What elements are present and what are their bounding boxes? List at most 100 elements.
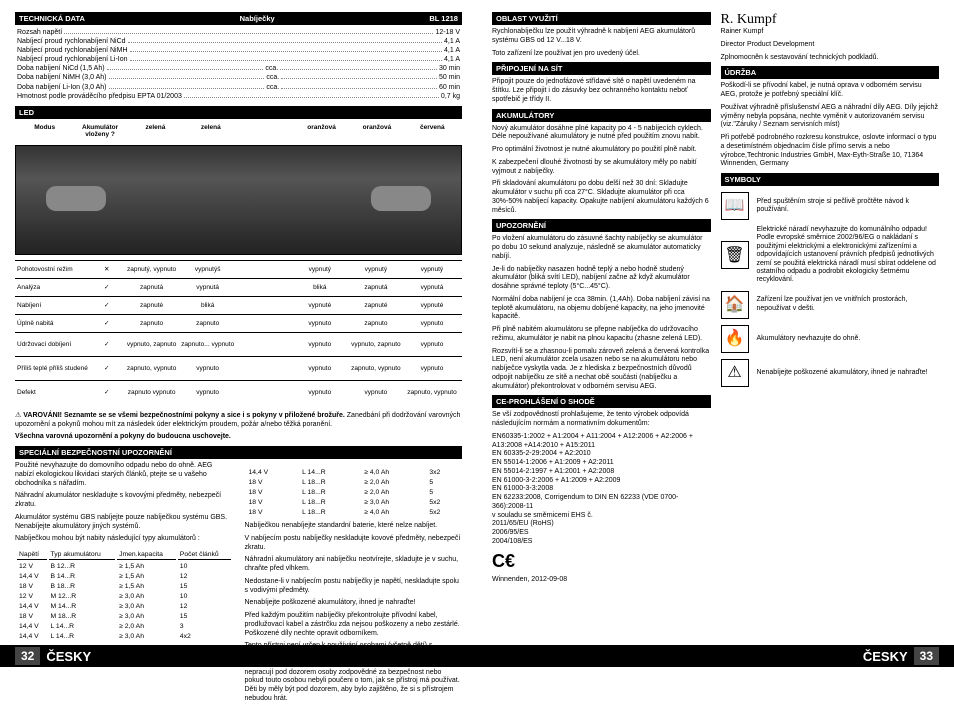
symbol-row: 📖 Před spuštěním stroje si pečlivě pročtě… — [721, 192, 940, 220]
oblast-paras: Rychlonabíječku lze použít výhradně k na… — [492, 28, 711, 58]
paragraph: Před každým použitím nabíječky překontro… — [245, 612, 463, 638]
paragraph: Po vložení akumulátoru do zásuvné šachty… — [492, 235, 711, 261]
paragraph: Při plně nabitém akumulátoru se přepne n… — [492, 326, 711, 344]
table-row: 14,4 VL 14...R≥ 4,0 Ah3x2 — [247, 468, 461, 476]
sig-name: Rainer Kumpf — [721, 28, 940, 37]
symbol-icon: 🗑 — [721, 241, 749, 269]
spec-row: Hmotnost podle prováděcího předpisu EPTA… — [15, 92, 462, 101]
sig-sub: Zplnomocněn k sestavování technických po… — [721, 54, 940, 63]
table-row: 18 VL 18...R≥ 3,0 Ah5x2 — [247, 498, 461, 506]
oblast-header: OBLAST VYUŽITÍ — [492, 12, 711, 25]
tech-data-header: TECHNICKÁ DATA Nabíječky BL 1218 — [15, 12, 462, 25]
symbol-text: Nenabíjejte poškozené akumulátory, ihned… — [757, 369, 928, 377]
symbol-icon: 🏠 — [721, 291, 749, 319]
paragraph: Rozsvítí-li se a zhasnou-li pomalu zárov… — [492, 348, 711, 392]
battery-table-2: 14,4 VL 14...R≥ 4,0 Ah3x2 18 VL 18...R≥ 2… — [245, 466, 463, 518]
signature: R. Kumpf — [721, 12, 940, 28]
led-row: Analýza✓zapnutávypnutáblikázapnutávypnut… — [15, 278, 462, 296]
led-row: Defekt✓zapnuto vypnutovypnutovypnutovypn… — [15, 380, 462, 404]
model-label: BL 1218 — [429, 14, 458, 23]
warning-icon: ⚠ — [15, 412, 21, 419]
ce-mark: C€ — [492, 551, 711, 572]
spec-list: Rozsah napětí12-18 VNabíjecí proud rychl… — [15, 28, 462, 101]
table-row: 18 VL 18...R≥ 2,0 Ah5 — [247, 488, 461, 496]
paragraph: Rychlonabíječku lze použít výhradně k na… — [492, 28, 711, 46]
ce-header: CE-PROHLÁŠENÍ O SHODĚ — [492, 395, 711, 408]
table-row: 14,4 VM 14...R≥ 3,0 Ah12 — [17, 602, 231, 610]
page-left: TECHNICKÁ DATA Nabíječky BL 1218 Rozsah … — [0, 0, 477, 677]
charger-label: Nabíječky — [240, 14, 275, 23]
paragraph: Při skladování akumulátoru po dobu delší… — [492, 180, 711, 215]
right-col-2: R. Kumpf Rainer Kumpf Director Product D… — [721, 12, 940, 588]
symbol-icon: 📖 — [721, 192, 749, 220]
paragraph: Normální doba nabíjení je cca 38min. (1,… — [492, 296, 711, 322]
ce-intro: Se vší zodpovědností prohlašujeme, že te… — [492, 411, 711, 429]
symbol-row: 🏠 Zařízení lze používat jen ve vnitřních … — [721, 291, 940, 319]
spec-row: Doba nabíjení Li-Ion (3,0 Ah)cca.60 min — [15, 83, 462, 92]
table-row: 12 VM 12...R≥ 3,0 Ah10 — [17, 592, 231, 600]
paragraph: Nabíječkou nenabíjejte standardní bateri… — [245, 522, 463, 531]
left-columns: Použité nevyhazujte do domovního odpadu … — [15, 462, 462, 708]
spec-row: Nabíjecí proud rychlonabíjení NiCd4,1 A — [15, 37, 462, 46]
safety-paragraphs: Použité nevyhazujte do domovního odpadu … — [15, 462, 233, 544]
lang-right: ČESKY — [863, 649, 908, 664]
led-row: Nabíjení✓zapnutéblikávypnutézapnutévypnu… — [15, 296, 462, 314]
symbol-row: 🗑 Elektrické náradí nevyhazujte do komuná… — [721, 226, 940, 285]
spec-row: Rozsah napětí12-18 V — [15, 28, 462, 37]
symbol-row: ⚠ Nenabíjejte poškozené akumulátory, ihne… — [721, 359, 940, 387]
warning-block: ⚠ VAROVÁNI! Seznamte se se všemi bezpečn… — [15, 412, 462, 430]
left-col-2: 14,4 VL 14...R≥ 4,0 Ah3x2 18 VL 18...R≥ 2… — [245, 462, 463, 708]
paragraph: Náhradní akumulátor neskladujte s kovový… — [15, 492, 233, 510]
spec-row: Nabíjecí proud rychlonabíjení Li-Ion4,1 … — [15, 55, 462, 64]
paragraph: Náhradní akumulátory ani nabíječku neotv… — [245, 556, 463, 574]
spec-row: Doba nabíjení NiMH (3,0 Ah)cca.50 min — [15, 73, 462, 82]
paragraph: Pro optimální životnost je nutné akumulá… — [492, 146, 711, 155]
col2-paragraphs: Nabíječkou nenabíjejte standardní bateri… — [245, 522, 463, 704]
symbol-icon: 🔥 — [721, 325, 749, 353]
ce-norms: EN60335-1:2002 + A1:2004 + A11:2004 + A1… — [492, 433, 711, 547]
battery-table-1: NapětíTyp akumulátoruJmen.kapacitaPočet … — [15, 548, 233, 642]
symbol-text: Zařízení lze používat jen ve vnitřních p… — [757, 296, 940, 313]
safety-header: SPECIÁLNÍ BEZPEČNOSTNÍ UPOZORNĚNÍ — [15, 446, 462, 459]
udrzba-header: ÚDRŽBA — [721, 66, 940, 79]
paragraph: Je-li do nabíječky nasazen hodně teplý a… — [492, 266, 711, 292]
table-row: 18 VB 18...R≥ 1,5 Ah15 — [17, 582, 231, 590]
sig-title: Director Product Development — [721, 41, 940, 50]
led-row: Úplně nabitá✓zapnutozapnutovypnutozapnut… — [15, 314, 462, 332]
paragraph: Nabíječkou mohou být nabity následující … — [15, 535, 233, 544]
table-row: 18 VL 18...R≥ 4,0 Ah5x2 — [247, 508, 461, 516]
footer-right: ČESKY 33 — [477, 645, 954, 667]
table-row: 18 VM 18...R≥ 3,0 Ah15 — [17, 612, 231, 620]
paragraph: V nabíjecím postu nabíječky neskladujte … — [245, 535, 463, 553]
paragraph: Používat výhradně příslušenství AEG a ná… — [721, 104, 940, 130]
table-row: 14,4 VL 14...R≥ 3,0 Ah4x2 — [17, 632, 231, 640]
led-table-header: ModusAkumulátor vloženy ?zelenázelenáora… — [15, 122, 462, 140]
left-col-1: Použité nevyhazujte do domovního odpadu … — [15, 462, 233, 708]
symbol-icon: ⚠ — [721, 359, 749, 387]
page-right: OBLAST VYUŽITÍ Rychlonabíječku lze použí… — [477, 0, 954, 677]
symbol-text: Akumulátory nevhazujte do ohně. — [757, 335, 861, 343]
paragraph: Připojit pouze do jednofázové střídavé s… — [492, 78, 711, 104]
page-num-left: 32 — [15, 647, 40, 665]
symboly-header: SYMBOLY — [721, 173, 940, 186]
tech-label: TECHNICKÁ DATA — [19, 14, 85, 23]
paragraph: Nedostane-li v nabíjecím postu nabíječky… — [245, 578, 463, 596]
paragraph: Při potřebě podrobného rozkresu konstruk… — [721, 134, 940, 169]
led-row: Pohotovostní režim✕zapnutý, vypnutovypnu… — [15, 260, 462, 278]
table-row: 18 VL 18...R≥ 2,0 Ah5 — [247, 478, 461, 486]
symbol-text: Před spuštěním stroje si pečlivě pročtět… — [757, 198, 940, 215]
led-table: Pohotovostní režim✕zapnutý, vypnutovypnu… — [15, 260, 462, 404]
right-col-1: OBLAST VYUŽITÍ Rychlonabíječku lze použí… — [492, 12, 711, 588]
footer-left: 32 ČESKY — [0, 645, 477, 667]
paragraph: Použité nevyhazujte do domovního odpadu … — [15, 462, 233, 488]
table-row: 14,4 VL 14...R≥ 2,0 Ah3 — [17, 622, 231, 630]
charger-photo — [15, 145, 462, 255]
led-row: Udržovací dobíjení✓vypnuto, zapnutozapnu… — [15, 332, 462, 356]
page-num-right: 33 — [914, 647, 939, 665]
spec-row: Nabíjecí proud rychlonabíjení NiMH4,1 A — [15, 46, 462, 55]
symbol-text: Elektrické náradí nevyhazujte do komunál… — [757, 226, 940, 285]
led-row: Příliš teplé příliš studené✓zapnuto, vyp… — [15, 356, 462, 380]
paragraph: Akumulátor systému GBS nabíjejte pouze n… — [15, 514, 233, 532]
paragraph: Nenabíjejte poškozené akumulátory, ihned… — [245, 599, 463, 608]
upoz-paras: Po vložení akumulátoru do zásuvné šachty… — [492, 235, 711, 391]
